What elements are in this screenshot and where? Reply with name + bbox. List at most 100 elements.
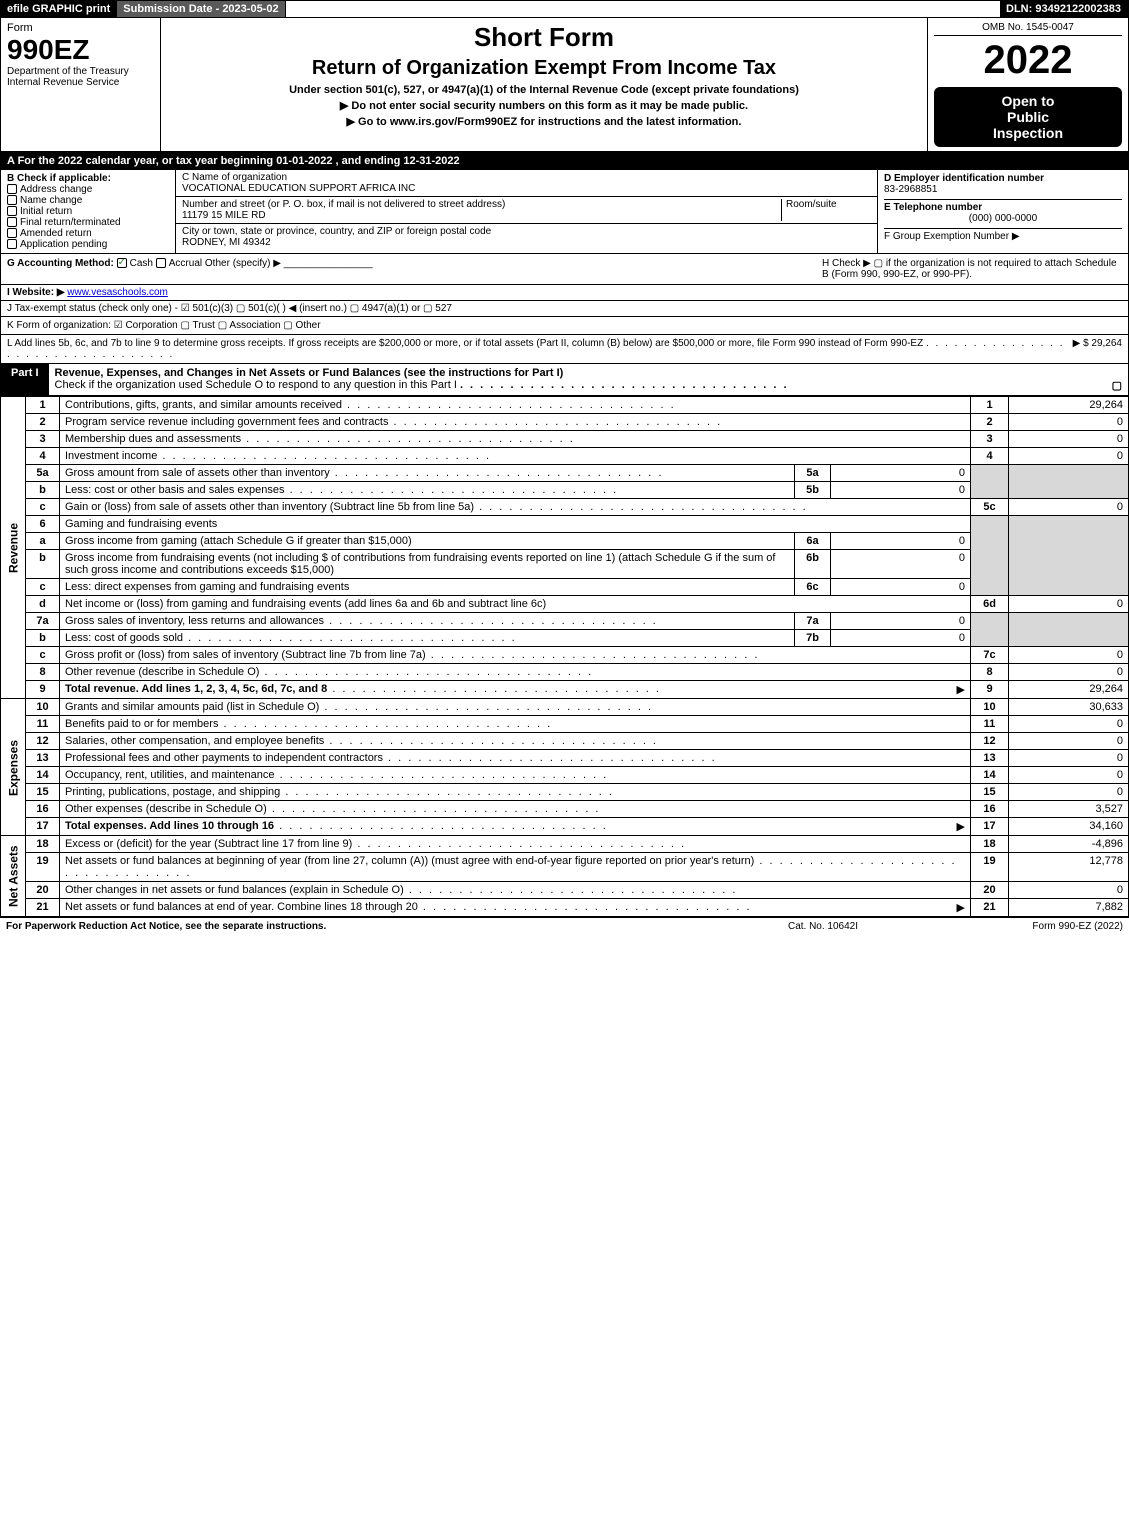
- l7a-label: Gross sales of inventory, less returns a…: [65, 615, 324, 627]
- l5b-sn: 5b: [795, 482, 831, 499]
- l8-label: Other revenue (describe in Schedule O): [65, 666, 259, 678]
- l15-label: Printing, publications, postage, and shi…: [65, 786, 280, 798]
- l13-n: 13: [26, 750, 60, 767]
- b-item-5: Application pending: [20, 239, 107, 250]
- expenses-label: Expenses: [1, 699, 26, 836]
- org-street: 11179 15 MILE RD: [182, 210, 781, 221]
- l1-label: Contributions, gifts, grants, and simila…: [65, 399, 342, 411]
- l17-label: Total expenses. Add lines 10 through 16: [65, 820, 274, 832]
- l6-n: 6: [26, 516, 60, 533]
- l12-amt: 0: [1009, 733, 1129, 750]
- l16-label: Other expenses (describe in Schedule O): [65, 803, 267, 815]
- footer-left: For Paperwork Reduction Act Notice, see …: [6, 921, 723, 932]
- c-street-label: Number and street (or P. O. box, if mail…: [182, 199, 781, 210]
- l21-n: 21: [26, 899, 60, 917]
- row-j: J Tax-exempt status (check only one) - ☑…: [0, 301, 1129, 317]
- l7a-sn: 7a: [795, 613, 831, 630]
- row-g-h: G Accounting Method: Cash Accrual Other …: [0, 254, 1129, 285]
- website-link[interactable]: www.vesaschools.com: [67, 287, 168, 298]
- l2-rn: 2: [971, 414, 1009, 431]
- l7b-sn: 7b: [795, 630, 831, 647]
- l6b-samt: 0: [831, 550, 971, 579]
- l11-label: Benefits paid to or for members: [65, 718, 218, 730]
- l9-arrow: ▶: [957, 683, 965, 696]
- l10-label: Grants and similar amounts paid (list in…: [65, 701, 319, 713]
- l9-n: 9: [26, 681, 60, 699]
- submission-date: Submission Date - 2023-05-02: [117, 1, 285, 17]
- row-k: K Form of organization: ☑ Corporation ▢ …: [0, 317, 1129, 335]
- form-header: Form 990EZ Department of the Treasury In…: [0, 18, 1129, 152]
- l17-amt: 34,160: [1009, 818, 1129, 836]
- header-left: Form 990EZ Department of the Treasury In…: [1, 18, 161, 151]
- chk-initial-return[interactable]: [7, 206, 17, 216]
- part-i-check: Check if the organization used Schedule …: [55, 379, 457, 391]
- l18-n: 18: [26, 836, 60, 853]
- lines-table: Revenue 1 Contributions, gifts, grants, …: [0, 396, 1129, 917]
- l16-rn: 16: [971, 801, 1009, 818]
- l2-n: 2: [26, 414, 60, 431]
- goto-link[interactable]: ▶ Go to www.irs.gov/Form990EZ for instru…: [167, 115, 921, 128]
- l18-label: Excess or (deficit) for the year (Subtra…: [65, 838, 352, 850]
- l5a-n: 5a: [26, 465, 60, 482]
- l4-amt: 0: [1009, 448, 1129, 465]
- l8-n: 8: [26, 664, 60, 681]
- l6b-sn: 6b: [795, 550, 831, 579]
- l7b-label: Less: cost of goods sold: [65, 632, 183, 644]
- org-city: RODNEY, MI 49342: [182, 237, 871, 248]
- form-number: 990EZ: [7, 34, 154, 66]
- chk-accrual[interactable]: [156, 258, 166, 268]
- header-right: OMB No. 1545-0047 2022 Open to Public In…: [928, 18, 1128, 151]
- l6c-label: Less: direct expenses from gaming and fu…: [60, 579, 795, 596]
- section-a: A For the 2022 calendar year, or tax yea…: [0, 152, 1129, 170]
- l5b-label: Less: cost or other basis and sales expe…: [65, 484, 285, 496]
- g-accrual: Accrual: [169, 258, 202, 269]
- c-city-label: City or town, state or province, country…: [182, 226, 871, 237]
- chk-address-change[interactable]: [7, 184, 17, 194]
- l4-rn: 4: [971, 448, 1009, 465]
- l19-rn: 19: [971, 853, 1009, 882]
- e-label: E Telephone number: [884, 199, 1122, 213]
- ein-value: 83-2968851: [884, 184, 1122, 195]
- l20-amt: 0: [1009, 882, 1129, 899]
- l12-label: Salaries, other compensation, and employ…: [65, 735, 324, 747]
- chk-amended-return[interactable]: [7, 228, 17, 238]
- l8-amt: 0: [1009, 664, 1129, 681]
- l3-label: Membership dues and assessments: [65, 433, 241, 445]
- l15-n: 15: [26, 784, 60, 801]
- dept-label: Department of the Treasury Internal Reve…: [7, 66, 154, 88]
- l16-n: 16: [26, 801, 60, 818]
- l6a-samt: 0: [831, 533, 971, 550]
- l1-n: 1: [26, 397, 60, 414]
- l10-amt: 30,633: [1009, 699, 1129, 716]
- l19-n: 19: [26, 853, 60, 882]
- under-section: Under section 501(c), 527, or 4947(a)(1)…: [167, 84, 921, 96]
- col-b: B Check if applicable: Address change Na…: [1, 170, 176, 253]
- l6a-n: a: [26, 533, 60, 550]
- l7b-n: b: [26, 630, 60, 647]
- d-label: D Employer identification number: [884, 173, 1122, 184]
- part-i-checkbox[interactable]: ▢: [1112, 379, 1122, 392]
- l20-label: Other changes in net assets or fund bala…: [65, 884, 404, 896]
- efile-label: efile GRAPHIC print: [1, 1, 117, 17]
- l6d-label: Net income or (loss) from gaming and fun…: [60, 596, 971, 613]
- part-i-header: Part I Revenue, Expenses, and Changes in…: [0, 364, 1129, 396]
- l3-n: 3: [26, 431, 60, 448]
- i-label: I Website: ▶: [7, 287, 65, 298]
- form-label: Form: [7, 22, 154, 34]
- chk-final-return[interactable]: [7, 217, 17, 227]
- l17-n: 17: [26, 818, 60, 836]
- l18-rn: 18: [971, 836, 1009, 853]
- l2-amt: 0: [1009, 414, 1129, 431]
- footer-mid: Cat. No. 10642I: [723, 921, 923, 932]
- l19-label: Net assets or fund balances at beginning…: [65, 855, 754, 867]
- b-item-2: Initial return: [20, 206, 72, 217]
- row-l: L Add lines 5b, 6c, and 7b to line 9 to …: [0, 335, 1129, 364]
- chk-name-change[interactable]: [7, 195, 17, 205]
- chk-application-pending[interactable]: [7, 239, 17, 249]
- chk-cash[interactable]: [117, 258, 127, 268]
- l9-amt: 29,264: [1009, 681, 1129, 699]
- l6-label: Gaming and fundraising events: [60, 516, 971, 533]
- l3-rn: 3: [971, 431, 1009, 448]
- l16-amt: 3,527: [1009, 801, 1129, 818]
- l5b-samt: 0: [831, 482, 971, 499]
